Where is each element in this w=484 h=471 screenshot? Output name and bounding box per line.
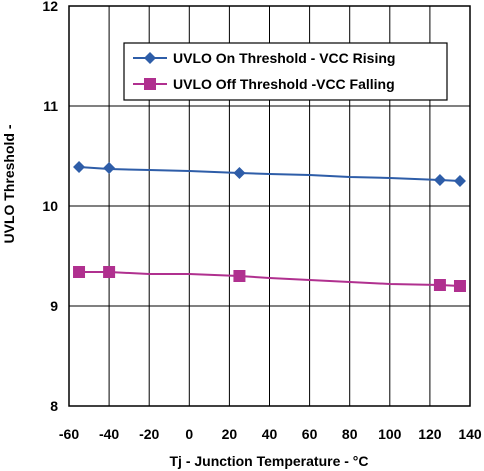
data-point [233,270,246,282]
legend-label: UVLO On Threshold - VCC Rising [173,50,395,66]
data-point [433,279,446,291]
data-point [103,162,116,174]
x-tick-label: 60 [302,426,318,442]
x-tick-label: -40 [99,426,119,442]
x-tick-labels: -60 -40 -20 0 20 40 60 80 100 120 140 [59,426,482,442]
legend-marker [144,52,156,64]
data-point [453,280,466,292]
x-tick-label: 140 [458,426,482,442]
x-tick-label: 80 [342,426,358,442]
x-tick-label: 120 [418,426,442,442]
x-tick-label: 100 [378,426,402,442]
legend-label: UVLO Off Threshold -VCC Falling [173,76,395,92]
data-point [73,266,86,278]
series-2 [73,266,466,292]
y-tick-label: 9 [50,298,58,314]
series-line [78,166,461,182]
x-tick-label: 0 [185,426,193,442]
data-point [233,167,246,179]
series-layer [73,161,466,292]
x-tick-label: -60 [59,426,79,442]
y-tick-labels: 8 9 10 11 12 [42,0,58,414]
data-point [73,161,86,173]
data-point [453,175,466,187]
y-tick-label: 8 [50,398,58,414]
y-axis-label: UVLO Threshold - [1,124,17,243]
series-line [79,271,461,287]
legend-item: UVLO On Threshold - VCC Rising [133,50,395,66]
data-point [433,174,446,186]
legend-marker [144,78,156,90]
y-tick-label: 10 [42,198,58,214]
y-tick-label: 12 [42,0,58,14]
plot-frame [68,5,471,407]
y-tick-label: 11 [43,98,58,114]
x-axis-label: Tj - Junction Temperature - °C [169,453,368,469]
x-tick-label: 40 [262,426,278,442]
series-1 [73,161,466,187]
x-tick-label: 20 [222,426,238,442]
legend-box [123,42,448,101]
data-point [103,266,116,278]
legend: UVLO On Threshold - VCC Rising UVLO Off T… [123,42,448,101]
legend-item: UVLO Off Threshold -VCC Falling [133,76,395,92]
x-tick-label: -20 [139,426,159,442]
